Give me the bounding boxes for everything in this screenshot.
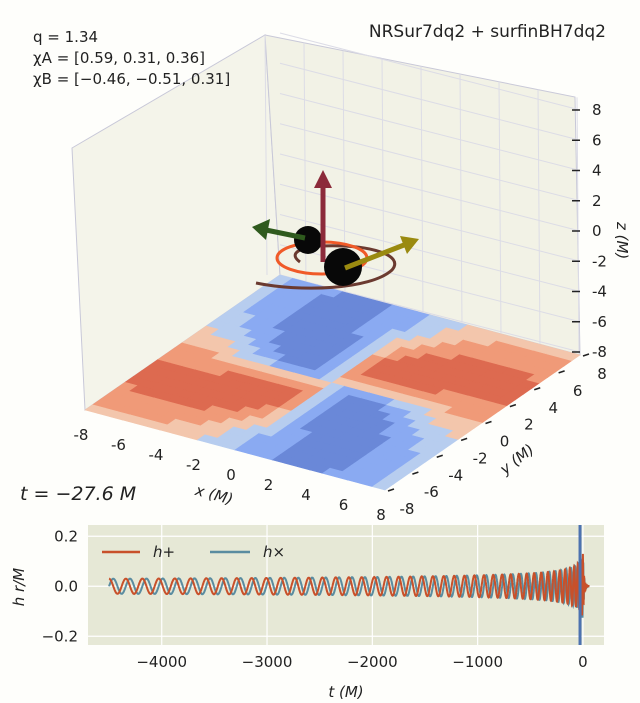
y-tick-label: 8 xyxy=(597,365,607,383)
y-tick-label: -6 xyxy=(424,483,439,501)
pane-gridline xyxy=(279,214,581,292)
y-tick xyxy=(412,471,419,475)
time-label: t = −27.6 M xyxy=(20,483,136,505)
spin-arrowhead-a xyxy=(252,219,270,240)
spin-b-label: χB = [−0.46, −0.51, 0.31] xyxy=(33,70,230,88)
pane-gridline xyxy=(537,89,541,346)
y-tick xyxy=(509,403,517,408)
y-tick-label: 0.2 xyxy=(54,527,78,545)
pane-gridline xyxy=(459,73,463,326)
spin-arrow-b xyxy=(344,242,405,271)
chart-title: NRSur7dq2 + surfinBH7dq2 xyxy=(369,22,606,42)
y-tick-label: 0.0 xyxy=(54,577,78,595)
contour-floor xyxy=(84,274,581,491)
spin-a-label: χA = [0.59, 0.31, 0.36] xyxy=(33,49,205,67)
y-tick-label: -4 xyxy=(448,466,463,484)
pane-gridline xyxy=(420,66,424,316)
x-tick-label: 2 xyxy=(264,476,274,494)
waveform-y-label: h r/M xyxy=(10,568,28,606)
x-tick-label: −2000 xyxy=(347,653,398,671)
pane-gridline xyxy=(279,183,581,262)
legend-label-h-cross: h× xyxy=(263,543,285,561)
y-tick xyxy=(534,387,541,391)
x-tick-label: 8 xyxy=(376,506,386,524)
z-tick-label: 0 xyxy=(592,222,602,240)
legend: h+ h× xyxy=(102,543,285,561)
z-tick-label: -6 xyxy=(592,313,607,331)
x-tick-label: −1000 xyxy=(452,653,503,671)
spin-arrow-a xyxy=(265,227,306,241)
z-tick-label: 6 xyxy=(592,131,602,149)
angular-momentum-arrowhead xyxy=(314,170,332,188)
contour-cell xyxy=(558,351,581,361)
x-axis-label: x (M) xyxy=(192,481,235,509)
pane-gridline xyxy=(279,153,581,232)
y-tick-label: 4 xyxy=(548,399,558,417)
x-tick-label: 0 xyxy=(578,653,588,671)
pane-gridline xyxy=(498,81,502,336)
y-tick-label: 0 xyxy=(500,433,510,451)
waveform-x-label: t (M) xyxy=(328,683,363,701)
y-tick xyxy=(558,370,565,374)
y-tick-label: -2 xyxy=(473,449,488,467)
x-tick-label: −3000 xyxy=(242,653,293,671)
x-tick-label: 0 xyxy=(226,466,236,484)
z-tick-label: 4 xyxy=(592,162,602,180)
x-tick-label: -8 xyxy=(74,426,89,444)
pane-gridline xyxy=(279,62,581,141)
y-tick-label: 6 xyxy=(573,382,583,400)
series-h-cross xyxy=(108,558,590,618)
z-tick-label: -8 xyxy=(592,343,607,361)
mass-ratio-label: q = 1.34 xyxy=(33,28,98,46)
waveform-ticks: −4000 −3000 −2000 −1000 0 0.2 0.0 −0.2 xyxy=(42,527,588,671)
y-tick-label: -8 xyxy=(400,500,415,518)
pane-grid xyxy=(264,32,581,356)
y-tick xyxy=(387,488,395,492)
black-hole-a xyxy=(294,226,322,254)
x-tick-label: -4 xyxy=(149,446,164,464)
spin-arrowhead-b xyxy=(400,236,419,254)
waveform-axes: h+ h× −4000 −3000 −2000 −1000 0 0.2 0.0 −0.2 t … xyxy=(10,525,604,701)
y-tick xyxy=(436,454,443,458)
z-axis-label: z (M) xyxy=(613,221,631,259)
pane-gridline xyxy=(279,32,581,111)
pane-gridline xyxy=(279,93,581,171)
y-tick xyxy=(460,437,468,442)
z-tick-label: 2 xyxy=(592,192,602,210)
y-tick-label: 2 xyxy=(524,416,534,434)
z-tick-label: 8 xyxy=(592,101,602,119)
pane-gridline xyxy=(279,123,581,202)
legend-label-h-plus: h+ xyxy=(153,543,175,561)
y-tick-label: −0.2 xyxy=(42,627,78,645)
y-tick xyxy=(485,420,492,425)
binary-system xyxy=(252,170,419,290)
x-tick-label: 6 xyxy=(339,496,349,514)
pane-gridline xyxy=(381,58,385,306)
series-h-plus xyxy=(108,553,590,616)
x-tick-label: -2 xyxy=(186,456,201,474)
z-tick-label: -4 xyxy=(592,283,607,301)
x-tick-label: −4000 xyxy=(136,653,187,671)
y-tick xyxy=(582,353,590,357)
black-hole-b xyxy=(324,248,362,286)
z-tick-label: -2 xyxy=(592,252,607,270)
x-tick-label: 4 xyxy=(301,486,311,504)
x-tick-label: -6 xyxy=(111,436,126,454)
